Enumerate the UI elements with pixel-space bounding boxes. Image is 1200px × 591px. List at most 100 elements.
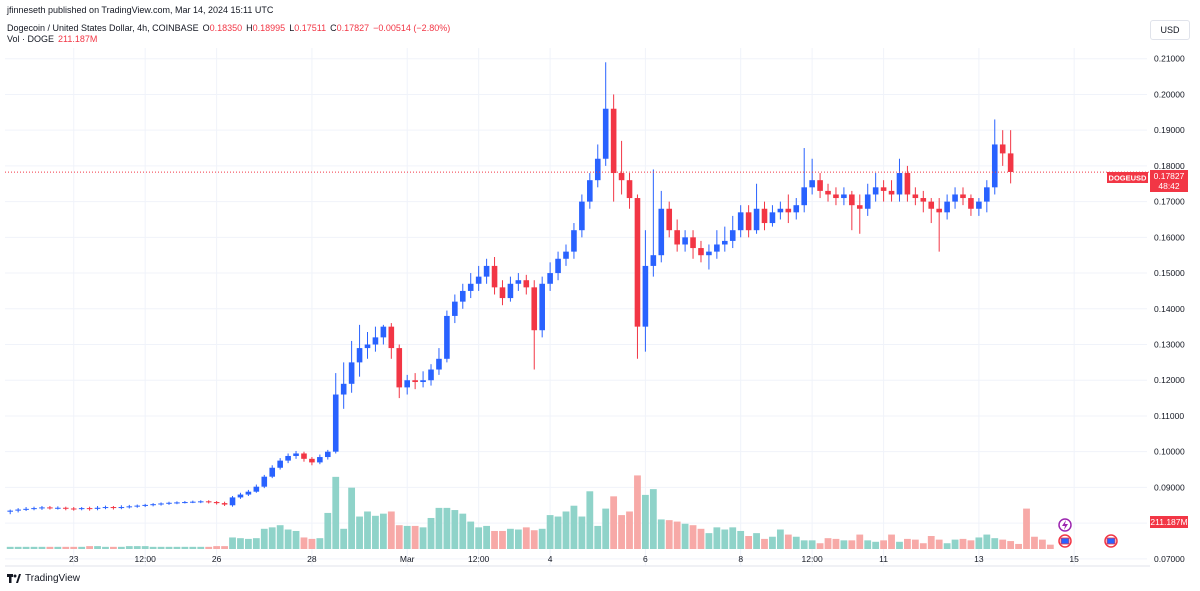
price-tick-label: 0.21000 (1154, 54, 1185, 64)
volume-bar (149, 546, 157, 549)
candle-body (563, 251, 569, 259)
volume-bar (792, 536, 800, 549)
candle-body (150, 504, 156, 506)
volume-bar (197, 546, 205, 549)
volume-bars (6, 475, 1054, 549)
candle-body (428, 369, 434, 381)
countdown-label: 48:42 (1158, 181, 1180, 191)
volume-bar (284, 529, 292, 549)
symbol-description: Dogecoin / United States Dollar, 4h, COI… (7, 23, 199, 33)
price-tick-label: 0.10000 (1154, 447, 1185, 457)
candle-body (666, 208, 673, 231)
candle-body (952, 194, 958, 202)
volume-bar (276, 525, 284, 549)
candle-body (7, 510, 13, 512)
volume-bar (102, 546, 109, 549)
volume-bar (427, 517, 435, 549)
high-label: H (246, 23, 253, 33)
volume-bar (649, 489, 657, 549)
candle-body (817, 180, 823, 191)
volume-bar (753, 533, 760, 549)
volume-bar (411, 525, 419, 549)
candle-body (555, 258, 561, 274)
candle-body (420, 380, 426, 383)
volume-bar (832, 538, 840, 549)
candle-body (364, 344, 371, 349)
tradingview-logo[interactable]: TradingView (7, 573, 80, 584)
volume-bar (372, 515, 379, 549)
volume-bar (260, 528, 268, 549)
candle-body (761, 208, 768, 224)
time-tick-label: 12:00 (468, 554, 490, 564)
candle-body (285, 455, 291, 461)
chart-grid (5, 48, 1147, 566)
candle-body (118, 507, 125, 509)
volume-bar (943, 543, 951, 549)
volume-bar (467, 521, 475, 549)
candle-body (722, 240, 728, 245)
volume-bar (991, 538, 999, 549)
volume-bar (252, 538, 260, 549)
volume-bar (395, 525, 403, 549)
close-label: C (330, 23, 337, 33)
candle-body (745, 212, 752, 231)
candle-body (253, 486, 260, 492)
last-price-tag (1150, 170, 1188, 192)
price-axis: 0.21000 0.20000 0.19000 0.18000 0.17000 0.160… (1154, 54, 1185, 564)
volume-bar (610, 496, 618, 549)
candle-body (976, 201, 982, 209)
volume-bar (538, 528, 546, 549)
candle-body (459, 290, 466, 302)
price-tick-label: 0.14000 (1154, 304, 1185, 314)
candle-body (483, 265, 490, 277)
volume-bar (888, 534, 895, 549)
candle-body (872, 187, 879, 195)
currency-selector[interactable]: USD (1150, 20, 1190, 40)
volume-bar (642, 494, 649, 549)
volume-bar (919, 543, 927, 549)
candle-body (674, 230, 680, 245)
candle-body (39, 507, 45, 509)
volume-bar (769, 536, 776, 549)
price-tick-label: 0.17000 (1154, 197, 1185, 207)
volume-bar (157, 546, 165, 549)
volume-bar (737, 530, 745, 549)
ohlc-legend: Dogecoin / United States Dollar, 4h, COI… (7, 23, 454, 33)
candle-body (841, 194, 847, 199)
volume-bar (681, 523, 689, 549)
volume-bar (1007, 541, 1015, 549)
candle-body (856, 205, 863, 209)
volume-bar (856, 534, 864, 549)
tradingview-brand: TradingView (25, 573, 81, 584)
volume-bar (975, 537, 983, 549)
volume-bar (999, 539, 1007, 549)
candle-body (999, 144, 1006, 154)
volume-bar (705, 533, 713, 549)
volume-bar (904, 538, 911, 549)
candle-body (618, 173, 625, 181)
candle-body (388, 326, 395, 349)
volume-bar (110, 546, 117, 549)
last-price-label: 0.17827 (1154, 171, 1185, 181)
volume-bar (570, 505, 578, 549)
volume-bar (268, 527, 276, 549)
candle-body (261, 476, 268, 487)
candle-body (301, 453, 307, 459)
volume-bar (554, 516, 562, 549)
volume-bar (1023, 508, 1030, 549)
volume-bar (419, 527, 427, 549)
candle-body (571, 230, 577, 252)
volume-bar (221, 546, 228, 549)
volume-bar (86, 546, 93, 549)
volume-bar (475, 527, 483, 549)
volume-bar (665, 520, 673, 549)
volume-bar (586, 491, 594, 549)
volume-bar (379, 513, 387, 549)
candle-body (15, 509, 21, 511)
candle-body (70, 508, 77, 510)
low-label: L (289, 23, 295, 33)
candle-body (984, 187, 990, 202)
candle-body (475, 276, 482, 284)
